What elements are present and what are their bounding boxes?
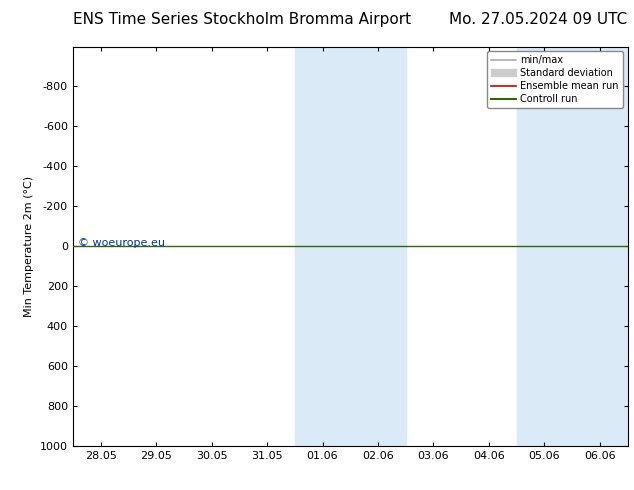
- Text: © woeurope.eu: © woeurope.eu: [79, 238, 165, 248]
- Y-axis label: Min Temperature 2m (°C): Min Temperature 2m (°C): [25, 175, 34, 317]
- Bar: [295, 47, 406, 446]
- Legend: min/max, Standard deviation, Ensemble mean run, Controll run: min/max, Standard deviation, Ensemble me…: [488, 51, 623, 108]
- Text: Mo. 27.05.2024 09 UTC: Mo. 27.05.2024 09 UTC: [450, 12, 628, 27]
- Bar: [517, 47, 628, 446]
- Text: ENS Time Series Stockholm Bromma Airport: ENS Time Series Stockholm Bromma Airport: [73, 12, 411, 27]
